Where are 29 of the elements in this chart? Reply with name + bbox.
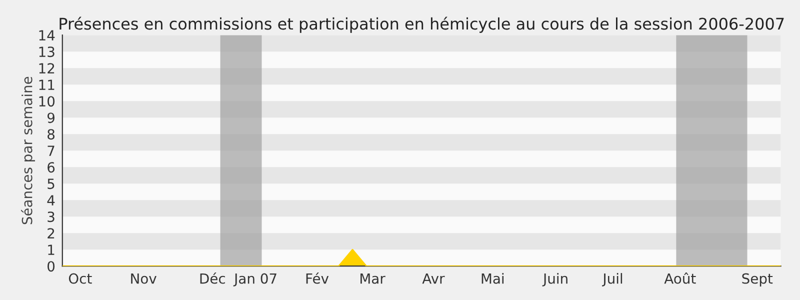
x-tick-label: Juil [602,273,622,286]
x-tick-label: Août [664,272,696,284]
y-tick-label: 4 [47,195,55,206]
x-tick-label: Jan 07 [233,273,276,286]
y-tick-label: 13 [39,46,54,58]
y-tick-label: 6 [48,162,55,173]
y-tick-label: 12 [39,63,54,74]
chart-title: Présences en commissions et participation en hémicycle au cours de la session 2006-2007 [60,16,784,33]
y-tick-label: 0 [48,261,55,272]
x-tick-label: Oct [68,273,92,284]
y-tick-label: 8 [48,129,55,140]
x-tick-label: Juin [542,273,568,286]
x-tick-label: Mar [360,273,386,284]
y-tick-label: 5 [48,178,54,190]
x-tick-label: Déc [200,272,225,284]
x-tick-label: Mai [482,273,504,284]
x-tick-label: Nov [131,273,156,284]
y-tick-label: 14 [39,30,55,40]
y-tick-label: 7 [48,146,54,156]
y-tick-label: 2 [48,228,54,238]
y-tick-label: 1 [48,244,54,255]
x-tick-label: Fév [306,272,329,284]
y-tick-label: 11 [39,80,54,90]
y-tick-label: 3 [48,212,54,222]
y-tick-label: 10 [39,96,55,107]
y-axis-title: Séances par semaine [21,76,36,224]
x-tick-label: Sept [742,273,773,286]
x-tick-label: Avr [422,273,445,284]
y-tick-label: 9 [47,112,54,124]
